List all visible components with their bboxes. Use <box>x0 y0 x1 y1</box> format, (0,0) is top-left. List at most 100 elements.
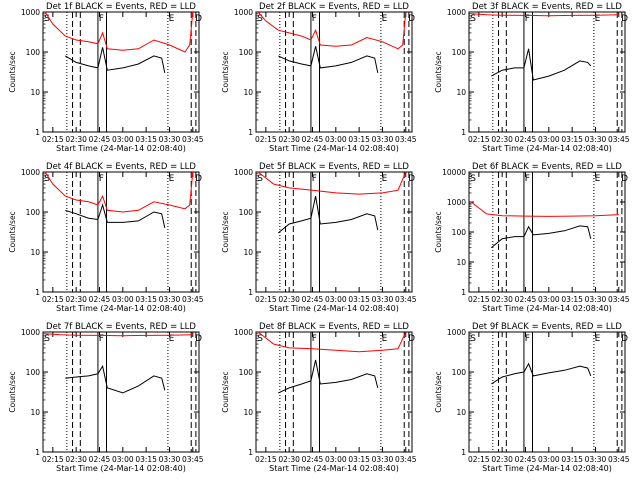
chart-panel-9: Det 9f BLACK = Events, RED = LLD 1 10 100 10… <box>434 322 630 473</box>
chart-title: Det 8f BLACK = Events, RED = LLD <box>259 322 409 332</box>
x-tick-label: 02:30 <box>491 135 513 144</box>
chart-panel-8: Det 8f BLACK = Events, RED = LLD 1 10 100 10… <box>221 322 417 473</box>
marker-label-e: E <box>169 14 175 24</box>
marker-label-s: S <box>44 174 50 184</box>
x-tick-label: 02:15 <box>42 455 64 464</box>
plot-frame <box>468 331 626 453</box>
x-tick-label: 02:30 <box>65 455 87 464</box>
x-tick-label: 03:15 <box>348 295 370 304</box>
x-tick-label: 03:30 <box>585 455 607 464</box>
x-tick-label: 02:45 <box>89 455 111 464</box>
x-tick-label: 03:00 <box>538 455 560 464</box>
chart-title: Det 6f BLACK = Events, RED = LLD <box>472 162 622 172</box>
marker-label-d: D <box>408 14 415 24</box>
plot-frame <box>468 11 626 133</box>
y-tick-label: 1 <box>248 128 253 137</box>
x-tick-label: 02:15 <box>255 135 277 144</box>
plot-frame <box>255 11 413 133</box>
y-tick-label: 100 <box>26 48 41 57</box>
x-tick-label: 03:15 <box>135 455 157 464</box>
y-tick-label: 100 <box>26 368 41 377</box>
x-tick-label: 03:30 <box>159 455 181 464</box>
x-axis-label: Start Time (24-Mar-14 02:08:40) <box>269 144 399 153</box>
y-axis-label: Counts/sec <box>221 211 230 252</box>
x-tick-label: 03:45 <box>395 455 417 464</box>
y-axis-label: Counts/sec <box>8 371 17 412</box>
marker-label-f: F <box>312 14 317 24</box>
y-tick-label: 10 <box>30 88 40 97</box>
x-tick-label: 02:15 <box>468 295 490 304</box>
marker-label-e: E <box>382 14 388 24</box>
series-events-line <box>65 47 166 74</box>
x-tick-label: 03:00 <box>325 455 347 464</box>
x-tick-label: 02:30 <box>278 455 300 464</box>
y-tick-label: 100 <box>452 228 467 237</box>
plot-frame <box>42 331 200 453</box>
marker-label-f: F <box>312 174 317 184</box>
x-tick-label: 03:00 <box>325 295 347 304</box>
y-axis-label: Counts/sec <box>434 371 443 412</box>
series-events-line <box>278 46 379 74</box>
marker-label-e: E <box>382 174 388 184</box>
x-axis-label: Start Time (24-Mar-14 02:08:40) <box>482 304 612 313</box>
marker-label-s: S <box>470 14 476 24</box>
x-tick-label: 02:15 <box>468 455 490 464</box>
x-tick-label: 03:45 <box>608 135 630 144</box>
y-tick-label: 10 <box>243 408 253 417</box>
marker-label-e: E <box>382 334 388 344</box>
y-tick-label: 1000 <box>447 8 466 17</box>
series-events-line <box>278 359 379 394</box>
series-events-line <box>490 225 592 249</box>
x-tick-label: 02:45 <box>515 295 537 304</box>
x-tick-label: 03:45 <box>608 295 630 304</box>
y-tick-label: 1 <box>248 448 253 457</box>
x-tick-label: 02:30 <box>65 135 87 144</box>
x-tick-label: 03:00 <box>112 295 134 304</box>
marker-label-e: E <box>169 174 175 184</box>
y-tick-label: 1 <box>35 128 40 137</box>
chart-panel-4: Det 4f BLACK = Events, RED = LLD 1 10 100 10… <box>8 162 204 313</box>
chart-title: Det 7f BLACK = Events, RED = LLD <box>46 322 196 332</box>
chart-panel-2: Det 2f BLACK = Events, RED = LLD 1 10 100 10… <box>221 2 417 153</box>
chart-title: Det 1f BLACK = Events, RED = LLD <box>46 2 196 12</box>
marker-label-f: F <box>99 334 104 344</box>
x-tick-label: 02:45 <box>302 295 324 304</box>
marker-label-s: S <box>44 14 50 24</box>
x-tick-label: 03:15 <box>561 135 583 144</box>
y-axis-label: Counts/sec <box>434 211 443 252</box>
chart-title: Det 3f BLACK = Events, RED = LLD <box>472 2 622 12</box>
y-tick-label: 1000 <box>234 8 253 17</box>
x-axis-label: Start Time (24-Mar-14 02:08:40) <box>269 304 399 313</box>
series-lld-line <box>470 201 619 217</box>
marker-label-s: S <box>470 334 476 344</box>
chart-panel-7: Det 7f BLACK = Events, RED = LLD 1 10 100 10… <box>8 322 204 473</box>
x-tick-label: 03:30 <box>372 135 394 144</box>
x-tick-label: 03:45 <box>395 295 417 304</box>
y-axis-label: Counts/sec <box>221 51 230 92</box>
x-tick-label: 03:45 <box>182 295 204 304</box>
y-tick-label: 10 <box>243 248 253 257</box>
x-axis-label: Start Time (24-Mar-14 02:08:40) <box>56 464 186 473</box>
x-tick-label: 03:30 <box>585 135 607 144</box>
y-tick-label: 10 <box>243 88 253 97</box>
chart-title: Det 2f BLACK = Events, RED = LLD <box>259 2 409 12</box>
marker-label-e: E <box>595 174 601 184</box>
y-tick-label: 1000 <box>21 8 40 17</box>
x-tick-label: 03:00 <box>538 135 560 144</box>
y-axis-label: Counts/sec <box>434 51 443 92</box>
x-tick-label: 03:15 <box>135 135 157 144</box>
y-tick-label: 1000 <box>447 198 466 207</box>
y-tick-label: 1 <box>35 448 40 457</box>
x-tick-label: 02:30 <box>278 295 300 304</box>
x-tick-label: 03:00 <box>325 135 347 144</box>
y-tick-label: 10 <box>30 408 40 417</box>
y-tick-label: 10 <box>30 248 40 257</box>
x-tick-label: 02:45 <box>302 455 324 464</box>
y-tick-label: 10000 <box>442 168 466 177</box>
x-axis-label: Start Time (24-Mar-14 02:08:40) <box>56 144 186 153</box>
x-tick-label: 03:00 <box>112 455 134 464</box>
marker-label-d: D <box>195 14 202 24</box>
y-tick-label: 100 <box>239 208 254 217</box>
y-tick-label: 10 <box>456 258 466 267</box>
